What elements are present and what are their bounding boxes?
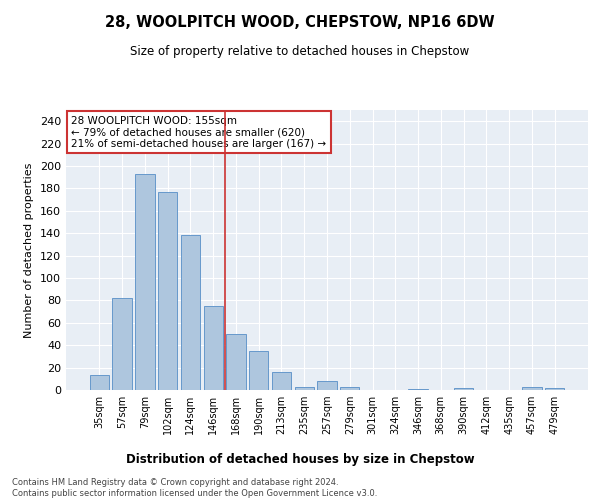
Bar: [295, 386, 314, 390]
Bar: [135, 174, 155, 390]
Bar: [203, 306, 223, 390]
Bar: [317, 381, 337, 390]
Bar: [90, 376, 109, 390]
Text: Contains HM Land Registry data © Crown copyright and database right 2024.
Contai: Contains HM Land Registry data © Crown c…: [12, 478, 377, 498]
Text: Distribution of detached houses by size in Chepstow: Distribution of detached houses by size …: [125, 452, 475, 466]
Bar: [522, 386, 542, 390]
Bar: [112, 298, 132, 390]
Text: 28, WOOLPITCH WOOD, CHEPSTOW, NP16 6DW: 28, WOOLPITCH WOOD, CHEPSTOW, NP16 6DW: [105, 15, 495, 30]
Bar: [454, 388, 473, 390]
Bar: [249, 351, 268, 390]
Bar: [545, 388, 564, 390]
Bar: [226, 334, 245, 390]
Bar: [158, 192, 178, 390]
Bar: [181, 236, 200, 390]
Text: 28 WOOLPITCH WOOD: 155sqm
← 79% of detached houses are smaller (620)
21% of semi: 28 WOOLPITCH WOOD: 155sqm ← 79% of detac…: [71, 116, 326, 149]
Text: Size of property relative to detached houses in Chepstow: Size of property relative to detached ho…: [130, 45, 470, 58]
Bar: [340, 386, 359, 390]
Bar: [409, 389, 428, 390]
Y-axis label: Number of detached properties: Number of detached properties: [25, 162, 34, 338]
Bar: [272, 372, 291, 390]
